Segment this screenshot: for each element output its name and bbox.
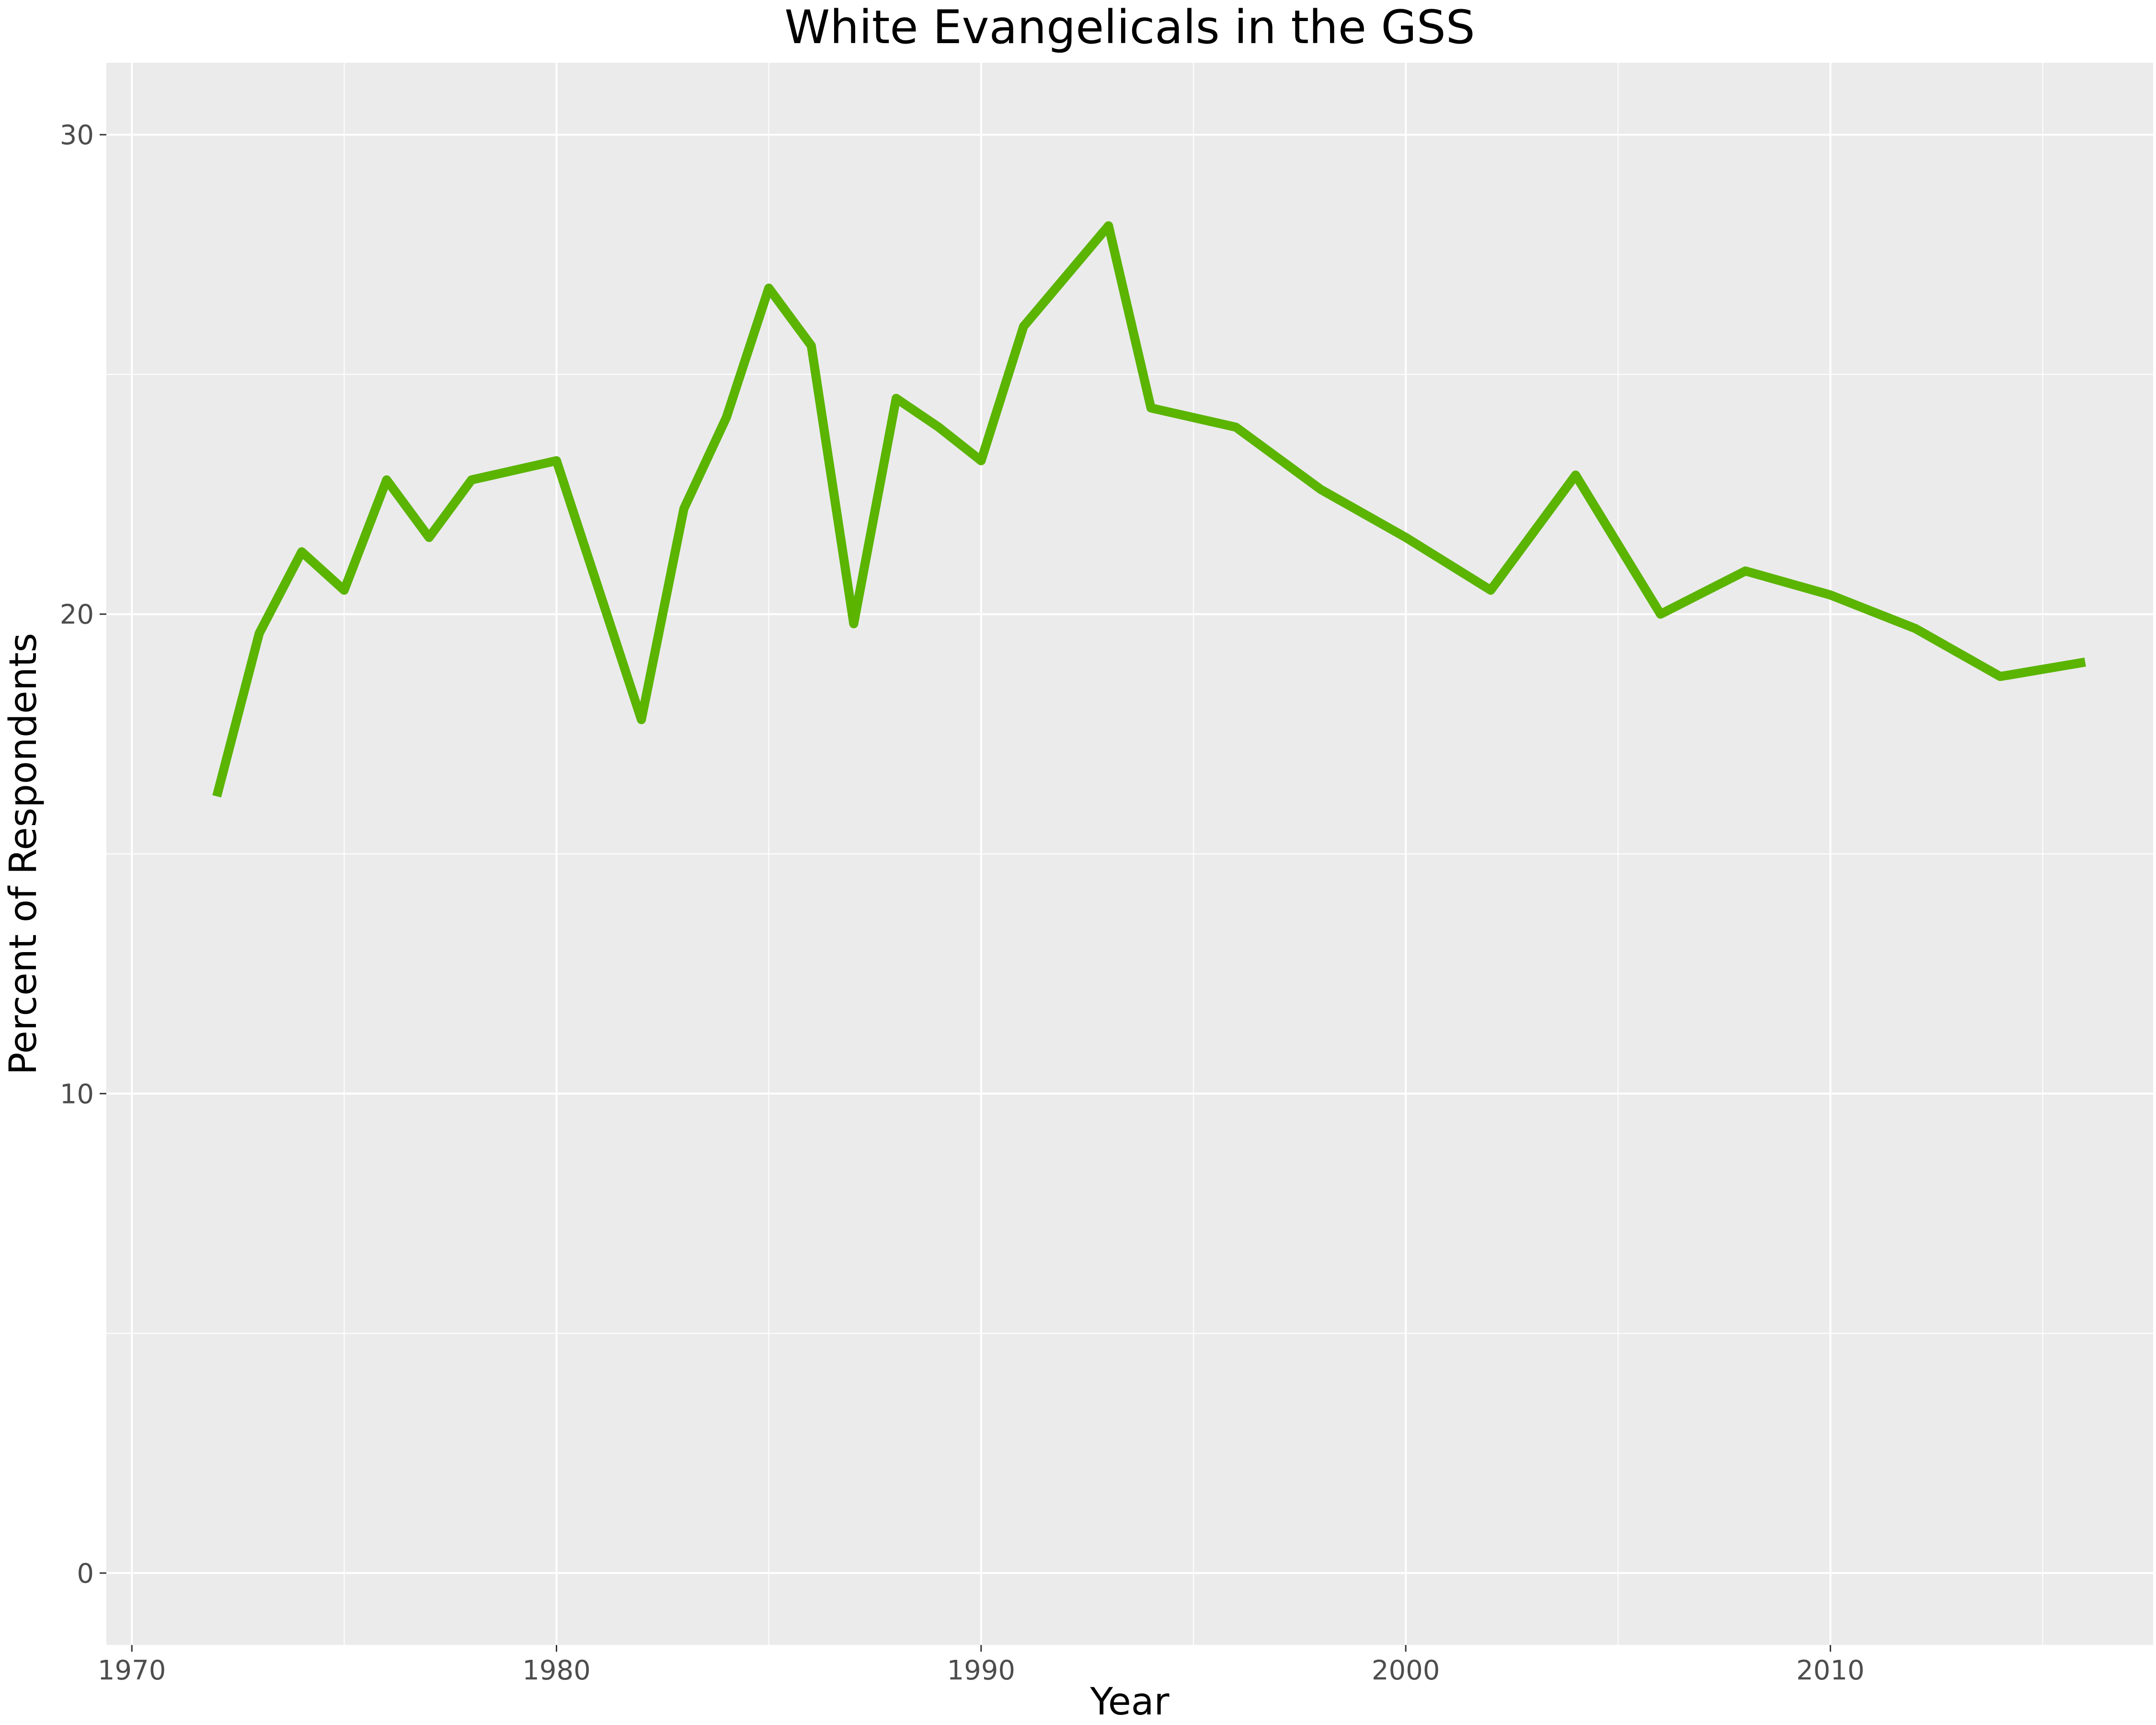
chart-title: White Evangelicals in the GSS <box>784 0 1475 54</box>
y-tick-label-30: 30 <box>60 120 94 151</box>
y-tick-label-0: 0 <box>77 1558 94 1589</box>
x-axis-tick-labels: 1970 1980 1990 2000 2010 <box>98 1655 1865 1686</box>
x-axis-title: Year <box>1089 1680 1170 1724</box>
minor-gridlines <box>106 63 2153 1645</box>
x-axis-ticks <box>131 1645 1831 1652</box>
y-axis-ticks <box>100 134 106 1574</box>
x-tick-label-1990: 1990 <box>947 1655 1016 1686</box>
x-tick-label-2000: 2000 <box>1372 1655 1440 1686</box>
major-gridlines <box>106 63 2153 1645</box>
y-axis-tick-labels: 0 10 20 30 <box>60 120 94 1589</box>
y-tick-label-20: 20 <box>60 599 94 631</box>
x-tick-label-2010: 2010 <box>1796 1655 1865 1686</box>
series-line <box>212 221 2086 798</box>
y-axis-title: Percent of Respondents <box>2 633 45 1075</box>
x-tick-label-1970: 1970 <box>98 1655 166 1686</box>
y-tick-label-10: 10 <box>60 1079 94 1110</box>
x-tick-label-1980: 1980 <box>522 1655 591 1686</box>
